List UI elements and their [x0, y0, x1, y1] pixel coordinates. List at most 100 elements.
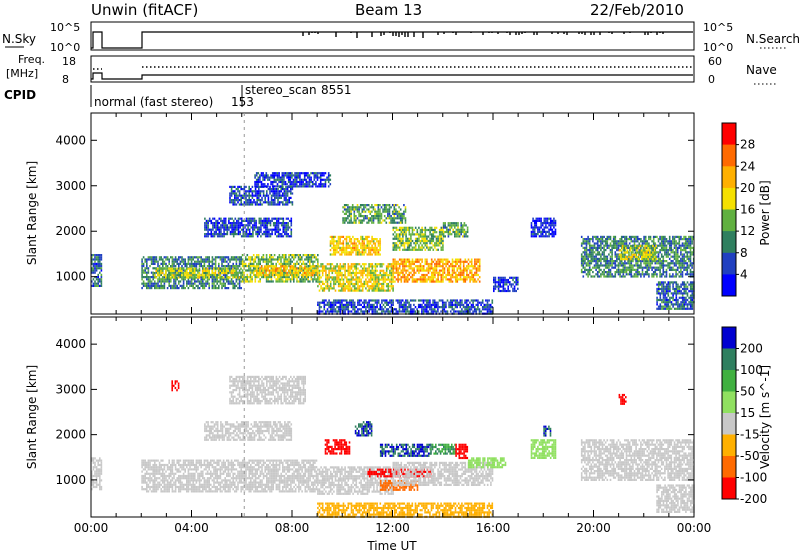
heatmap-cell [360, 253, 362, 256]
heatmap-cell [392, 269, 395, 272]
heatmap-cell [205, 256, 207, 259]
heatmap-cell [251, 203, 254, 206]
heatmap-cell [269, 235, 272, 238]
heatmap-cell [326, 263, 329, 266]
heatmap-cell [217, 272, 220, 275]
heatmap-cell [352, 308, 354, 311]
heatmap-cell [203, 265, 206, 268]
heatmap-cell [170, 265, 172, 268]
heatmap-cell [393, 308, 396, 311]
heatmap-cell [464, 267, 467, 270]
heatmap-cell [459, 306, 462, 309]
heatmap-cell [513, 289, 516, 293]
heatmap-cell [402, 271, 404, 274]
heatmap-cell [315, 267, 317, 270]
heatmap-cell [458, 260, 460, 263]
heatmap-cell [532, 235, 534, 238]
heatmap-cell [377, 206, 380, 209]
heatmap-cell [440, 265, 443, 268]
heatmap-cell [197, 256, 199, 259]
heatmap-cell [358, 253, 361, 256]
heatmap-cell [367, 204, 370, 207]
heatmap-cell [307, 271, 309, 274]
cpid-strip: CPID normal (fast stereo) 153 stereo_sca… [4, 83, 352, 109]
heatmap-cell [320, 269, 322, 272]
heatmap-cell [231, 226, 233, 229]
heatmap-cell [422, 306, 425, 309]
heatmap-cell [411, 267, 414, 270]
heatmap-cell [401, 221, 404, 224]
heatmap-cell [227, 269, 229, 272]
heatmap-cell [171, 256, 174, 259]
heatmap-cell [187, 272, 189, 275]
heatmap-cell [229, 217, 232, 220]
heatmap-cell [268, 274, 271, 277]
heatmap-cell [317, 265, 319, 268]
heatmap-cell [543, 235, 546, 238]
heatmap-cell [206, 267, 209, 270]
heatmap-cell [197, 276, 199, 279]
heatmap-cell [424, 233, 427, 236]
heatmap-cell [305, 185, 308, 188]
heatmap-cell [379, 306, 382, 309]
heatmap-cell [477, 273, 479, 277]
heatmap-cell [344, 310, 346, 313]
heatmap-cell [400, 231, 403, 234]
heatmap-cell [277, 219, 280, 222]
heatmap-cell [144, 282, 146, 285]
heatmap-cell [353, 274, 356, 277]
heatmap-cell [271, 271, 274, 275]
heatmap-cell [265, 278, 268, 281]
heatmap-cell [353, 244, 356, 247]
heatmap-cell [310, 267, 312, 270]
heatmap-cell [352, 285, 354, 288]
heatmap-cell [313, 276, 316, 279]
heatmap-cell [360, 280, 362, 283]
heatmap-cell [253, 228, 256, 231]
heatmap-cell [390, 217, 392, 220]
heatmap-cell [275, 178, 277, 181]
heatmap-cell [205, 276, 207, 279]
heatmap-cell [194, 278, 196, 281]
heatmap-cell [347, 263, 350, 266]
heatmap-cell [353, 249, 356, 252]
heatmap-cell [198, 274, 201, 277]
heatmap-cell [262, 260, 265, 263]
heatmap-cell [279, 222, 281, 225]
heatmap-cell [374, 310, 377, 313]
heatmap-cell [347, 221, 349, 224]
heatmap-cell [408, 258, 411, 261]
heatmap-cell [319, 172, 322, 175]
heatmap-cell [257, 176, 260, 179]
heatmap-cell [395, 221, 397, 224]
heatmap-cell [304, 278, 306, 281]
heatmap-cell [337, 276, 340, 279]
heatmap-cell [250, 203, 252, 206]
heatmap-cell [371, 308, 374, 311]
heatmap-cell [272, 190, 274, 193]
heatmap-cell [540, 224, 542, 227]
heatmap-cell [267, 194, 270, 197]
heatmap-cell [414, 260, 417, 263]
heatmap-cell [286, 276, 289, 279]
heatmap-cell [327, 178, 330, 181]
heatmap-cell [329, 178, 332, 181]
heatmap-cell [499, 278, 501, 282]
heatmap-cell [229, 267, 231, 270]
heatmap-cell [347, 280, 350, 283]
heatmap-cell [270, 190, 273, 193]
heatmap-cell [174, 284, 177, 287]
heatmap-cell [489, 308, 492, 311]
heatmap-cell [331, 303, 334, 306]
heatmap-cell [206, 265, 209, 268]
heatmap-cell [449, 222, 451, 225]
heatmap-cell [369, 217, 372, 220]
heatmap-cell [274, 217, 277, 220]
heatmap-cell [230, 192, 233, 195]
heatmap-cell [331, 287, 334, 290]
heatmap-cell [549, 224, 552, 227]
heatmap-cell [355, 289, 358, 292]
heatmap-cell [395, 212, 397, 215]
heatmap-cell [262, 269, 264, 272]
heatmap-cell [283, 203, 286, 206]
